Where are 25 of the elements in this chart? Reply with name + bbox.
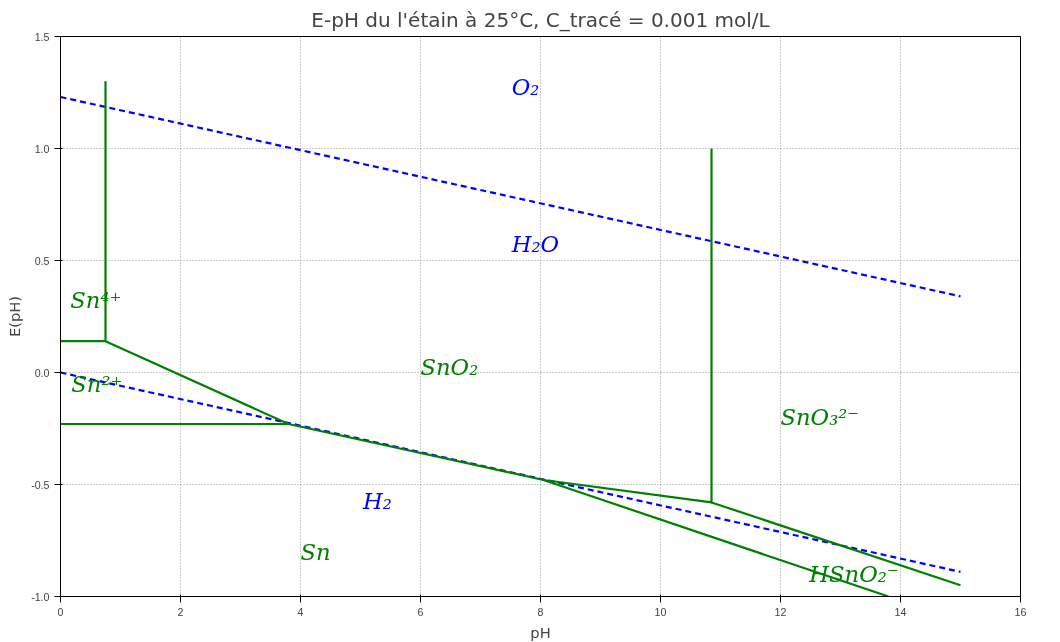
- annotation: H₂: [361, 488, 392, 515]
- x-tick-label: 0: [57, 605, 64, 618]
- y-tick-label: -1.0: [31, 590, 50, 603]
- annotation: Sn²⁺: [71, 370, 123, 397]
- y-tick-label: 0.5: [34, 254, 50, 267]
- annotation: SnO₂: [420, 353, 479, 380]
- x-tick-label: 6: [417, 605, 424, 618]
- x-tick-label: 4: [297, 605, 304, 618]
- y-tick-label: 1.5: [34, 30, 50, 43]
- x-axis-title: pH: [530, 623, 551, 641]
- y-tick-label: 1.0: [34, 142, 50, 155]
- x-tick-label: 10: [654, 605, 667, 618]
- y-axis-title: E(pH): [6, 295, 24, 338]
- y-tick-label: 0.0: [34, 366, 50, 379]
- x-tick-label: 8: [537, 605, 544, 618]
- annotation: Sn: [300, 538, 331, 565]
- x-tick-label: 2: [177, 605, 184, 618]
- annotation: SnO₃²⁻: [780, 404, 860, 431]
- annotation: O₂: [511, 73, 540, 100]
- chart-title: E-pH du l'étain à 25°C, C_tracé = 0.001 mol/L: [311, 7, 771, 32]
- x-tick-label: 16: [1014, 605, 1027, 618]
- y-tick-label: -0.5: [31, 478, 50, 491]
- x-tick-label: 12: [774, 605, 787, 618]
- x-tick-label: 14: [894, 605, 907, 618]
- annotation: H₂O: [510, 230, 560, 257]
